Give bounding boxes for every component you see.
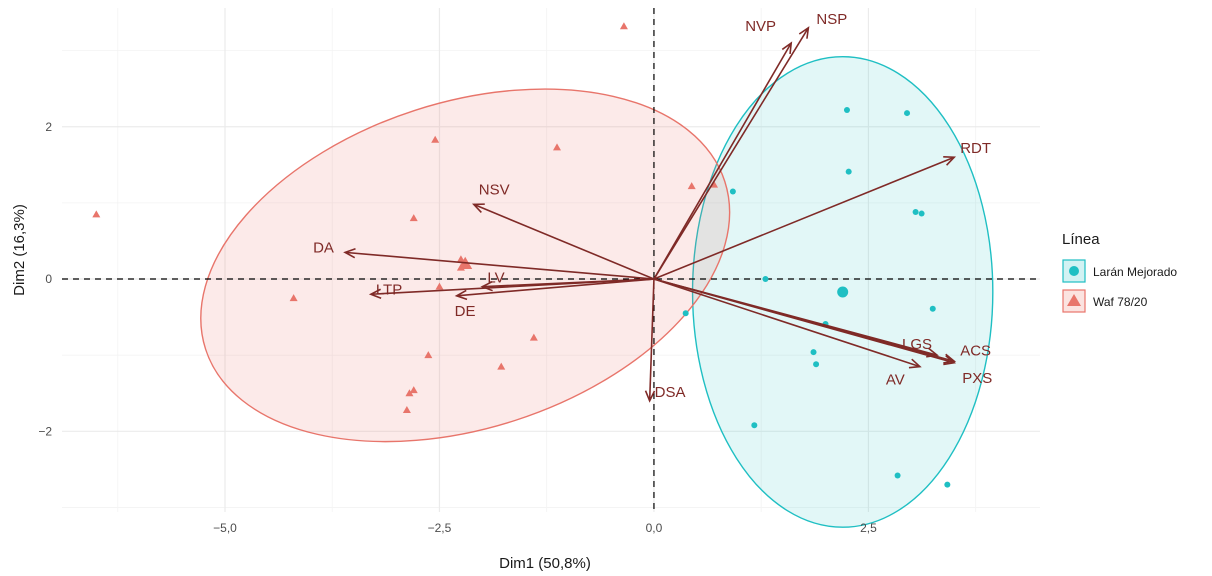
point-laran xyxy=(682,310,689,317)
point-waf xyxy=(409,214,418,222)
vector-label-lv: LV xyxy=(487,270,504,287)
vector-da xyxy=(345,251,655,280)
vector-dsa xyxy=(648,279,655,401)
legend-circle-icon xyxy=(1069,266,1079,276)
point-waf xyxy=(431,135,440,143)
y-tick-label: 0 xyxy=(45,272,52,286)
vector-lv xyxy=(482,278,654,288)
vector-label-da: DA xyxy=(313,239,334,256)
vector-label-de: DE xyxy=(455,303,476,320)
vector-label-pxs: PXS xyxy=(962,370,992,387)
legend-item-laran: Larán Mejorado xyxy=(1062,259,1177,283)
point-waf xyxy=(619,22,628,30)
vector-rdt xyxy=(653,156,955,280)
point-waf xyxy=(497,362,506,370)
point-waf xyxy=(402,405,411,413)
vector-nvp xyxy=(653,42,792,280)
point-waf xyxy=(435,282,444,290)
point-waf xyxy=(92,210,101,218)
point-laran xyxy=(751,422,758,429)
x-axis-ticks: −5,0 −2,5 0,0 2,5 xyxy=(213,521,877,535)
centroid-laran xyxy=(837,286,849,298)
y-axis-title: Dim2 (16,3%) xyxy=(11,204,28,296)
y-tick-label: 2 xyxy=(45,120,52,134)
point-waf xyxy=(405,389,414,397)
confidence-ellipses xyxy=(200,56,994,528)
vector-label-acs: ACS xyxy=(960,342,991,359)
legend: Línea Larán Mejorado Waf 78/20 xyxy=(1062,231,1177,313)
point-laran xyxy=(929,305,936,312)
arrowhead-pxs xyxy=(943,355,957,366)
point-waf xyxy=(553,143,562,151)
legend-item-waf: Waf 78/20 xyxy=(1062,289,1148,313)
x-axis-title: Dim1 (50,8%) xyxy=(499,555,591,572)
point-laran xyxy=(944,481,951,488)
point-waf xyxy=(687,182,696,190)
arrowhead-dsa xyxy=(644,390,656,403)
point-laran xyxy=(843,107,850,114)
legend-label-laran: Larán Mejorado xyxy=(1093,265,1177,279)
point-waf xyxy=(424,351,433,359)
arrowhead-nvp xyxy=(781,41,793,55)
arrowhead-acs xyxy=(943,353,957,364)
vector-label-nsp: NSP xyxy=(816,11,847,28)
y-tick-label: −2 xyxy=(38,424,52,438)
x-tick-label: −5,0 xyxy=(213,521,237,535)
point-laran xyxy=(729,188,736,195)
vector-label-nsv: NSV xyxy=(479,181,510,198)
arrowhead-ltp xyxy=(368,288,382,299)
legend-title: Línea xyxy=(1062,231,1100,248)
arrowhead-nsp xyxy=(798,26,810,39)
point-laran xyxy=(918,210,925,217)
point-laran xyxy=(762,276,769,283)
legend-triangle-icon xyxy=(1067,294,1081,306)
point-waf xyxy=(456,255,465,263)
legend-label-waf: Waf 78/20 xyxy=(1093,295,1148,309)
point-laran xyxy=(894,472,901,479)
point-waf xyxy=(289,294,298,302)
vector-nsv xyxy=(473,203,655,280)
arrowhead-da xyxy=(343,248,356,259)
grid xyxy=(62,8,1040,512)
vector-label-nvp: NVP xyxy=(745,18,776,35)
x-tick-label: 2,5 xyxy=(860,521,877,535)
arrowhead-rdt xyxy=(943,156,957,166)
vector-pxs xyxy=(653,278,955,364)
point-laran xyxy=(912,209,919,216)
vector-label-dsa: DSA xyxy=(655,384,686,401)
vector-label-av: AV xyxy=(886,372,905,389)
arrowhead-de xyxy=(454,289,468,301)
x-tick-label: 0,0 xyxy=(646,521,663,535)
y-axis-ticks: −2 0 2 xyxy=(38,120,52,439)
point-laran xyxy=(845,168,852,175)
arrowhead-av xyxy=(908,358,922,369)
vector-av xyxy=(653,278,921,368)
arrowhead-lv xyxy=(480,281,493,292)
point-laran xyxy=(813,361,820,368)
vector-label-rdt: RDT xyxy=(960,140,991,157)
point-waf xyxy=(409,386,418,394)
arrowhead-nsv xyxy=(471,203,485,213)
point-waf xyxy=(529,333,538,341)
vector-nsp xyxy=(653,27,810,280)
vector-de xyxy=(456,278,655,297)
point-laran xyxy=(904,110,911,117)
vector-label-ltp: LTP xyxy=(376,281,402,298)
point-laran xyxy=(810,349,817,356)
x-tick-label: −2,5 xyxy=(428,521,452,535)
zero-lines xyxy=(62,8,1040,512)
